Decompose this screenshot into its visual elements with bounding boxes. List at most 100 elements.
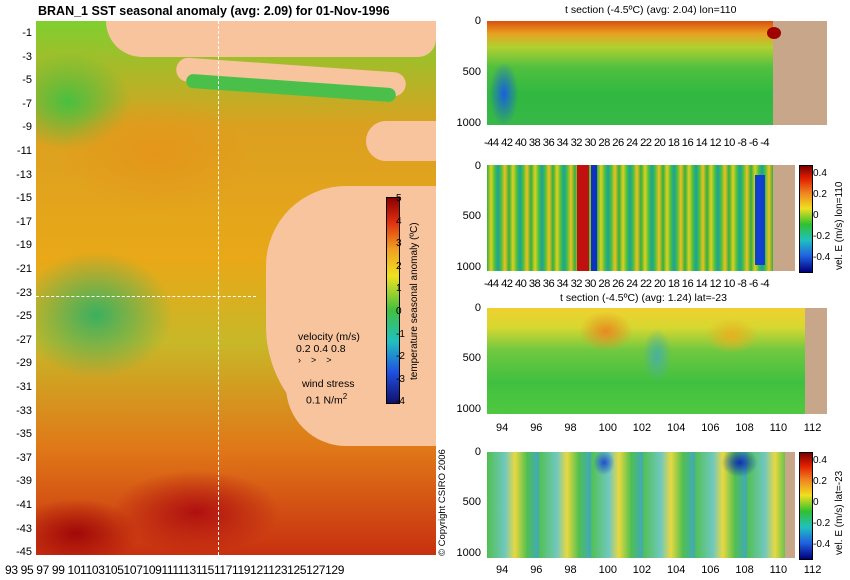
panel-2-strong-west xyxy=(591,165,597,271)
panel-4-section xyxy=(487,452,795,558)
lat-tick: -7 xyxy=(22,97,32,110)
panel-2-colorbar-label: vel. E (m/s) lon=110 xyxy=(834,181,845,270)
velocity-title: velocity (m/s) xyxy=(298,331,360,343)
x-tick: 98 xyxy=(564,422,577,434)
lat-tick: -5 xyxy=(22,74,32,87)
sst-colorbar-tick: 0 xyxy=(396,306,402,317)
lat-tick: -17 xyxy=(16,215,32,228)
sst-colorbar-tick: 3 xyxy=(396,238,402,250)
lat-tick: -19 xyxy=(16,239,32,252)
lat-tick: -41 xyxy=(16,499,32,511)
land-borneo xyxy=(106,21,436,57)
x-tick: 104 xyxy=(667,564,686,576)
x-tick: 98 xyxy=(564,564,577,576)
panel-4-colorbar xyxy=(799,452,813,560)
lat-tick: -43 xyxy=(16,522,32,535)
lat-tick: -37 xyxy=(16,451,32,464)
vel-colorbar-tick: 0.2 xyxy=(813,476,827,487)
velocity-scale: 0.2 0.4 0.8 xyxy=(296,343,346,355)
x-tick: 94 xyxy=(496,422,509,434)
panel-1-xaxis: -44 42 40 38 36 34 32 30 28 26 24 22 20 … xyxy=(484,137,770,149)
sst-colorbar-label: temperature seasonal anomaly (ºC) xyxy=(409,222,420,380)
x-tick: 94 xyxy=(496,564,509,576)
x-tick: 96 xyxy=(530,422,543,434)
vel-colorbar-tick: -0.4 xyxy=(813,252,831,263)
x-tick: 104 xyxy=(667,422,686,434)
sst-colorbar-tick: 1 xyxy=(396,283,402,295)
lat-tick: -21 xyxy=(16,263,32,275)
lat-tick: -27 xyxy=(16,333,32,346)
panel-1-land xyxy=(773,21,827,125)
lat-tick: -31 xyxy=(16,381,32,393)
x-tick: 102 xyxy=(632,422,652,434)
panel-2-west xyxy=(755,175,765,265)
panel-2-land xyxy=(773,165,795,271)
panel-3-ytick: 500 xyxy=(462,352,481,364)
lat-tick: -25 xyxy=(16,310,32,323)
x-tick: 106 xyxy=(701,422,720,434)
x-tick: 96 xyxy=(530,564,543,576)
x-tick: 110 xyxy=(769,564,788,576)
sst-map: velocity (m/s) 0.2 0.4 0.8 › > > wind st… xyxy=(36,21,436,555)
vel-colorbar-tick: 0.2 xyxy=(813,189,827,200)
panel-4-ytick: 1000 xyxy=(456,547,481,559)
panel-3-land xyxy=(805,308,827,414)
lat-tick: -13 xyxy=(16,168,32,181)
x-tick: 112 xyxy=(803,564,822,576)
lat-tick: -3 xyxy=(22,50,32,63)
land-australia-south xyxy=(286,351,436,446)
x-tick: 100 xyxy=(598,422,617,434)
sst-colorbar-tick: 2 xyxy=(396,260,402,272)
panel-1-ytick: 1000 xyxy=(456,117,481,129)
x-tick: 112 xyxy=(803,422,822,434)
panel-4-ytick: 0 xyxy=(474,446,481,458)
panel-1-ytick: 0 xyxy=(474,15,481,27)
x-tick: 108 xyxy=(735,564,754,576)
wind-scale: 0.1 N/m xyxy=(306,394,343,407)
vel-colorbar-tick: 0 xyxy=(813,497,819,508)
x-tick: 102 xyxy=(632,564,652,576)
panel-4-ytick: 500 xyxy=(462,496,481,508)
vel-colorbar-tick: -0.2 xyxy=(813,518,831,529)
lat-tick: -39 xyxy=(16,475,32,488)
panel-4-land xyxy=(785,452,795,558)
lat-tick: -33 xyxy=(16,404,32,417)
lat-tick: -1 xyxy=(22,27,32,39)
panel-1-ytick: 500 xyxy=(462,66,481,78)
main-title: BRAN_1 SST seasonal anomaly (avg: 2.09) … xyxy=(38,4,390,18)
panel-3-ytick: 1000 xyxy=(456,403,481,415)
velocity-arrows-icon: › > > xyxy=(298,355,332,365)
x-tick: 106 xyxy=(701,564,720,576)
lat-tick: -15 xyxy=(16,192,32,205)
wind-scale-wrap: 0.1 N/m2 xyxy=(306,392,347,407)
panel-4-colorbar-label: vel. E (m/s) lat=-23 xyxy=(834,470,845,555)
panel-2-colorbar xyxy=(799,165,813,273)
vel-colorbar-tick: 0.4 xyxy=(813,455,827,466)
panel-3-ytick: 0 xyxy=(474,302,481,314)
x-tick: 108 xyxy=(735,422,754,434)
sst-colorbar-tick: -4 xyxy=(396,396,405,408)
x-tick: 100 xyxy=(598,564,617,576)
panel-2-xaxis: -44 42 40 38 36 34 32 30 28 26 24 22 20 … xyxy=(484,278,770,290)
lat-tick: -11 xyxy=(16,145,32,157)
lat-tick: -23 xyxy=(16,286,32,299)
vel-colorbar-tick: 0.4 xyxy=(813,168,827,179)
x-tick: 110 xyxy=(769,422,788,434)
sst-colorbar-tick: -2 xyxy=(396,351,405,363)
panel-2-ytick: 1000 xyxy=(456,261,481,273)
panel-3-section xyxy=(487,308,827,414)
wind-title: wind stress xyxy=(302,378,355,390)
lat-tick: -29 xyxy=(16,357,32,370)
sst-colorbar-tick: 5 xyxy=(396,193,402,204)
land-timor xyxy=(366,121,436,161)
lat-tick: -9 xyxy=(22,121,32,134)
section-line-lon xyxy=(218,21,219,555)
wind-scale-sup: 2 xyxy=(342,392,348,401)
panel-1-section xyxy=(487,21,827,125)
panel-2-section xyxy=(487,165,795,271)
section-line-lat xyxy=(36,296,256,297)
copyright: © Copyright CSIRO 2006 xyxy=(437,449,448,556)
sst-colorbar-tick: 4 xyxy=(396,215,402,227)
panel-1-hotspot xyxy=(767,27,781,39)
panel-1-title: t section (-4.5ºC) (avg: 2.04) lon=110 xyxy=(565,4,737,16)
